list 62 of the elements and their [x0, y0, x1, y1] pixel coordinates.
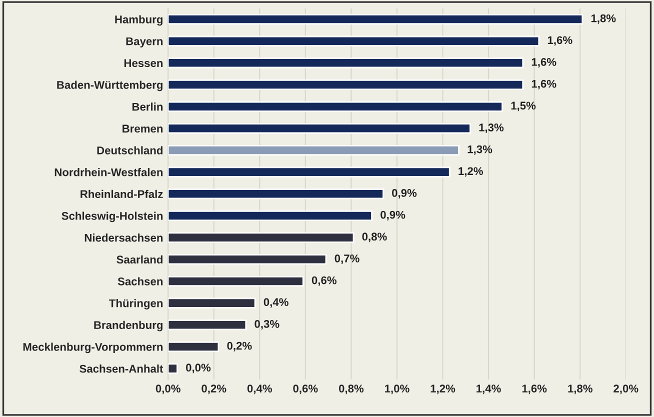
- bar: [168, 36, 540, 46]
- data-label: 0,3%: [254, 320, 280, 330]
- data-label: 1,6%: [548, 36, 572, 46]
- data-label: 0,7%: [334, 254, 360, 264]
- data-label: 0,2%: [227, 342, 252, 352]
- bar: [168, 144, 460, 156]
- bar: [168, 123, 471, 134]
- bar: [168, 298, 256, 308]
- y-tick-label: Deutschland: [97, 146, 162, 154]
- y-tick-label: Brandenburg: [94, 320, 162, 332]
- data-label: 0,9%: [380, 210, 406, 220]
- x-tick-label: 0,8%: [338, 384, 364, 394]
- bar: [168, 188, 384, 200]
- data-label: 1,3%: [479, 124, 504, 134]
- bar: [168, 363, 178, 374]
- x-tick-label: 0,0%: [156, 384, 180, 394]
- bar: [168, 58, 524, 68]
- y-tick-label: Niedersachsen: [84, 234, 163, 242]
- y-tick-label: Mecklenburg-Vorpommern: [23, 342, 163, 354]
- y-tick-label: Thüringen: [109, 299, 163, 310]
- data-label: 0,8%: [362, 232, 387, 242]
- x-tick-label: 2,0%: [614, 384, 638, 394]
- bar: [168, 320, 247, 330]
- data-label: 0,0%: [186, 364, 211, 374]
- x-tick-label: 1,4%: [476, 384, 501, 394]
- data-label: 0,6%: [312, 276, 336, 286]
- y-tick-label: Bayern: [126, 37, 163, 48]
- data-label: 1,6%: [532, 58, 556, 68]
- y-tick-label: Hamburg: [115, 15, 162, 26]
- bar: [168, 232, 354, 243]
- data-label: 1,5%: [511, 102, 536, 112]
- y-tick-label: Baden-Württemberg: [57, 80, 162, 92]
- bar: [168, 79, 524, 90]
- bar: [168, 210, 372, 222]
- x-tick-label: 0,2%: [202, 384, 226, 394]
- data-label: 1,3%: [468, 145, 492, 155]
- bar: [168, 276, 304, 287]
- bar: [168, 14, 584, 25]
- y-tick-label: Hessen: [124, 59, 163, 68]
- y-tick-label: Berlin: [132, 102, 163, 111]
- x-tick-label: 1,0%: [385, 384, 410, 394]
- y-tick-label: Sachsen: [118, 277, 163, 286]
- y-tick-label: Schleswig-Holstein: [62, 212, 163, 222]
- y-tick-label: Saarland: [116, 255, 162, 264]
- bar: [168, 101, 503, 112]
- y-tick-label: Rheinland-Pfalz: [80, 190, 163, 198]
- bar: [168, 341, 220, 352]
- y-tick-label: Sachsen-Anhalt: [80, 364, 164, 373]
- x-tick-label: 0,6%: [293, 384, 318, 394]
- data-label: 1,2%: [458, 167, 483, 177]
- bar: [168, 254, 327, 265]
- data-label: 0,9%: [392, 189, 417, 198]
- x-tick-label: 1,6%: [522, 384, 547, 394]
- y-tick-label: Nordrhein-Westfalen: [54, 168, 163, 176]
- y-tick-label: Bremen: [122, 124, 163, 133]
- data-label: 1,8%: [591, 14, 616, 24]
- x-tick-label: 0,4%: [247, 384, 272, 394]
- x-tick-label: 1,8%: [568, 384, 592, 394]
- data-label: 1,6%: [532, 80, 556, 90]
- data-label: 0,4%: [264, 298, 288, 308]
- bar: [168, 166, 450, 178]
- x-tick-label: 1,2%: [430, 384, 456, 394]
